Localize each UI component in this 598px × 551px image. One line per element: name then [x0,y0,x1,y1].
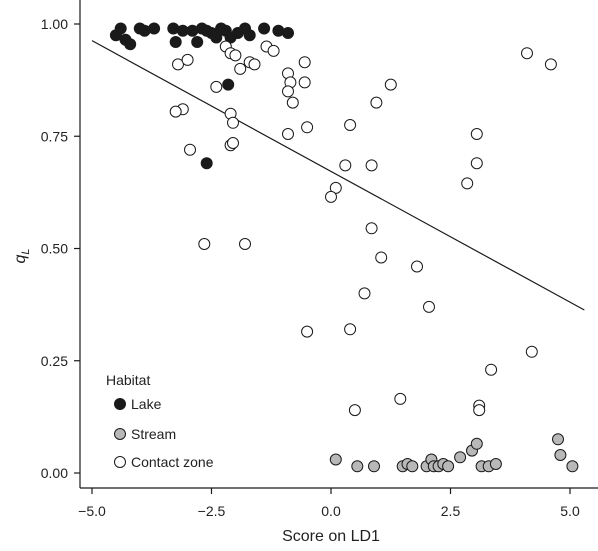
point-lake [124,38,137,51]
y-tick-label: 0.50 [41,241,68,257]
point-contact-zone [169,105,182,118]
point-contact-zone [358,287,371,300]
point-contact-zone [370,96,383,109]
point-lake [148,22,161,35]
point-lake [222,78,235,91]
legend-label-stream: Stream [131,426,176,442]
point-contact-zone [461,177,474,190]
legend-marker-stream [114,428,126,440]
point-contact-zone [485,363,498,376]
point-contact-zone [198,238,211,250]
point-contact-zone [521,47,533,60]
point-contact-zone [470,128,483,140]
point-contact-zone [325,190,337,203]
y-axis-title: qL [12,248,32,263]
point-lake [169,36,182,48]
point-lake [282,27,294,39]
point-stream [554,449,567,461]
point-contact-zone [298,76,311,89]
point-contact-zone [227,137,239,149]
x-tick-label: −5.0 [78,503,106,519]
point-contact-zone [229,49,242,62]
point-contact-zone [239,238,251,250]
point-contact-zone [344,119,357,131]
point-contact-zone [234,62,247,75]
y-tick-label: 1.00 [41,16,68,32]
point-lake [191,36,204,48]
point-contact-zone [282,85,294,98]
point-contact-zone [267,44,280,57]
data-points [109,22,579,473]
x-tick-label: 2.5 [441,503,461,519]
y-tick-label: 0.75 [41,128,68,144]
point-contact-zone [423,300,435,313]
point-contact-zone [411,260,423,273]
point-contact-zone [286,96,299,109]
point-stream [566,460,579,473]
point-contact-zone [375,251,388,264]
point-stream [442,460,455,473]
point-contact-zone [348,404,361,417]
point-lake [200,157,213,170]
point-lake [114,22,127,35]
y-tick-label: 0.25 [41,353,68,369]
point-stream [470,437,483,450]
legend-title: Habitat [106,372,150,388]
point-contact-zone [227,116,239,129]
legend-marker-lake [114,398,126,410]
point-contact-zone [282,128,294,140]
point-contact-zone [248,58,261,71]
y-axis-title-subscript: L [20,248,32,254]
trend-line [91,40,585,311]
point-stream [489,458,502,470]
point-stream [552,433,564,446]
point-contact-zone [525,345,538,358]
point-contact-zone [210,80,223,93]
legend-label-contact-zone: Contact zone [131,454,214,470]
point-stream [406,460,419,473]
point-stream [454,451,467,464]
legend-marker-contact-zone [114,456,126,468]
y-axis-title-main: q [12,255,29,264]
point-contact-zone [181,53,194,66]
x-tick-label: −2.5 [198,503,226,519]
point-contact-zone [301,325,314,338]
point-contact-zone [470,157,483,170]
point-contact-zone [394,392,407,405]
point-stream [351,460,364,473]
point-contact-zone [344,323,357,336]
x-tick-label: 0.0 [321,503,341,519]
point-contact-zone [172,58,184,71]
point-lake [258,22,271,35]
x-axis-title: Score on LD1 [282,528,380,545]
point-contact-zone [339,159,352,172]
point-contact-zone [301,121,314,134]
point-stream [329,453,342,466]
y-tick-label: 0.00 [41,465,68,481]
point-contact-zone [384,78,397,91]
point-contact-zone [298,56,311,69]
plot-frame [79,0,598,489]
point-contact-zone [184,143,196,156]
point-lake [243,29,256,42]
point-contact-zone [544,58,557,71]
point-stream [368,460,380,473]
point-contact-zone [365,222,378,235]
legend-label-lake: Lake [131,396,162,412]
x-tick-label: 5.0 [560,503,580,519]
legend: Habitat Lake Stream Contact zone [106,372,214,470]
y-ticks: 0.00 0.25 0.50 0.75 1.00 [41,16,80,481]
x-ticks: −5.0 −2.5 0.0 2.5 5.0 [78,488,580,519]
point-contact-zone [473,404,486,417]
point-contact-zone [365,159,378,172]
